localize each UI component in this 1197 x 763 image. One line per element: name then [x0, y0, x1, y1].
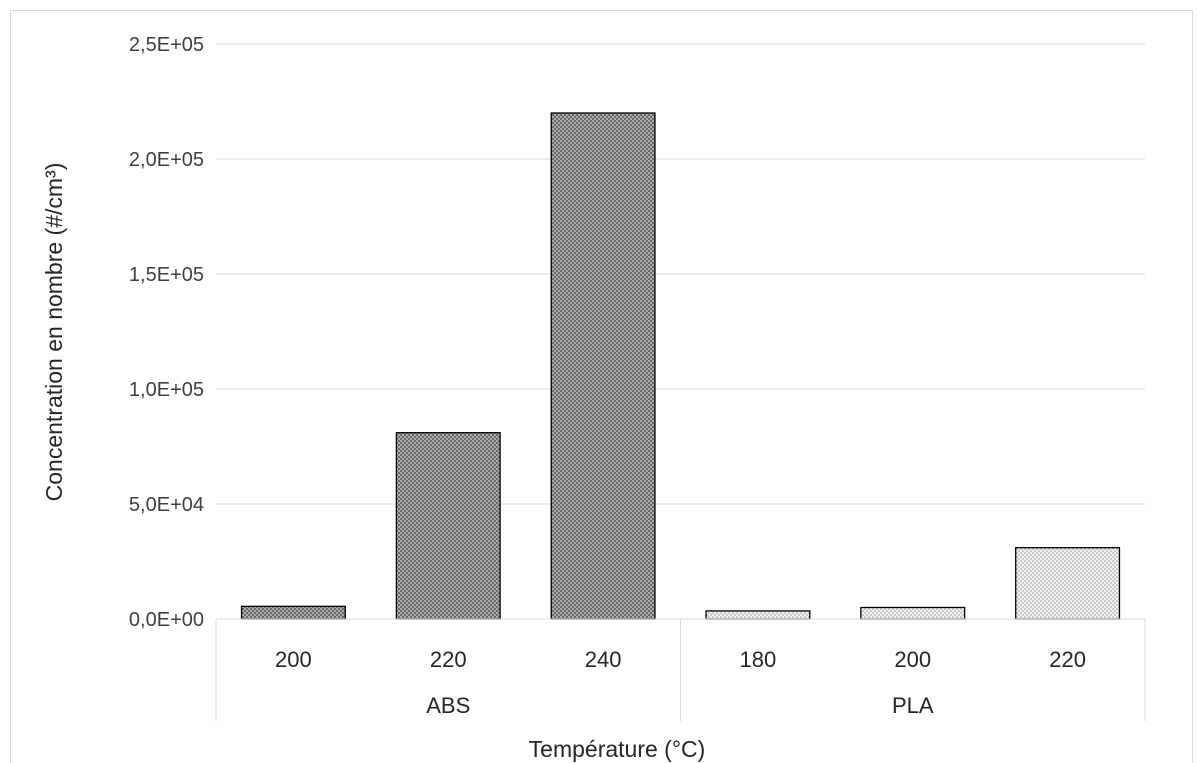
y-tick-label: 2,5E+05 — [129, 34, 204, 56]
y-tick-label: 1,0E+05 — [129, 379, 204, 401]
x-axis-title: Température (°C) — [529, 736, 706, 762]
chart-border — [10, 10, 1193, 763]
x-tick-label: 200 — [894, 647, 931, 672]
x-tick-label: 180 — [740, 647, 777, 672]
group-label: PLA — [892, 693, 934, 718]
bar — [240, 605, 346, 620]
x-tick-label: 200 — [275, 647, 312, 672]
x-tick-label: 220 — [430, 647, 467, 672]
bar — [860, 606, 966, 620]
group-label: ABS — [426, 693, 470, 718]
x-tick-label: 220 — [1049, 647, 1086, 672]
y-axis-title: Concentration en nombre (#/cm³) — [41, 163, 67, 502]
y-tick-label: 2,0E+05 — [129, 149, 204, 171]
bar — [550, 112, 656, 620]
y-tick-label: 1,5E+05 — [129, 264, 204, 286]
y-tick-label: 5,0E+04 — [129, 494, 204, 516]
bar — [705, 610, 811, 620]
bar — [395, 432, 501, 620]
y-tick-label: 0,0E+00 — [129, 609, 204, 631]
bar — [1015, 547, 1121, 620]
x-tick-label: 240 — [585, 647, 622, 672]
